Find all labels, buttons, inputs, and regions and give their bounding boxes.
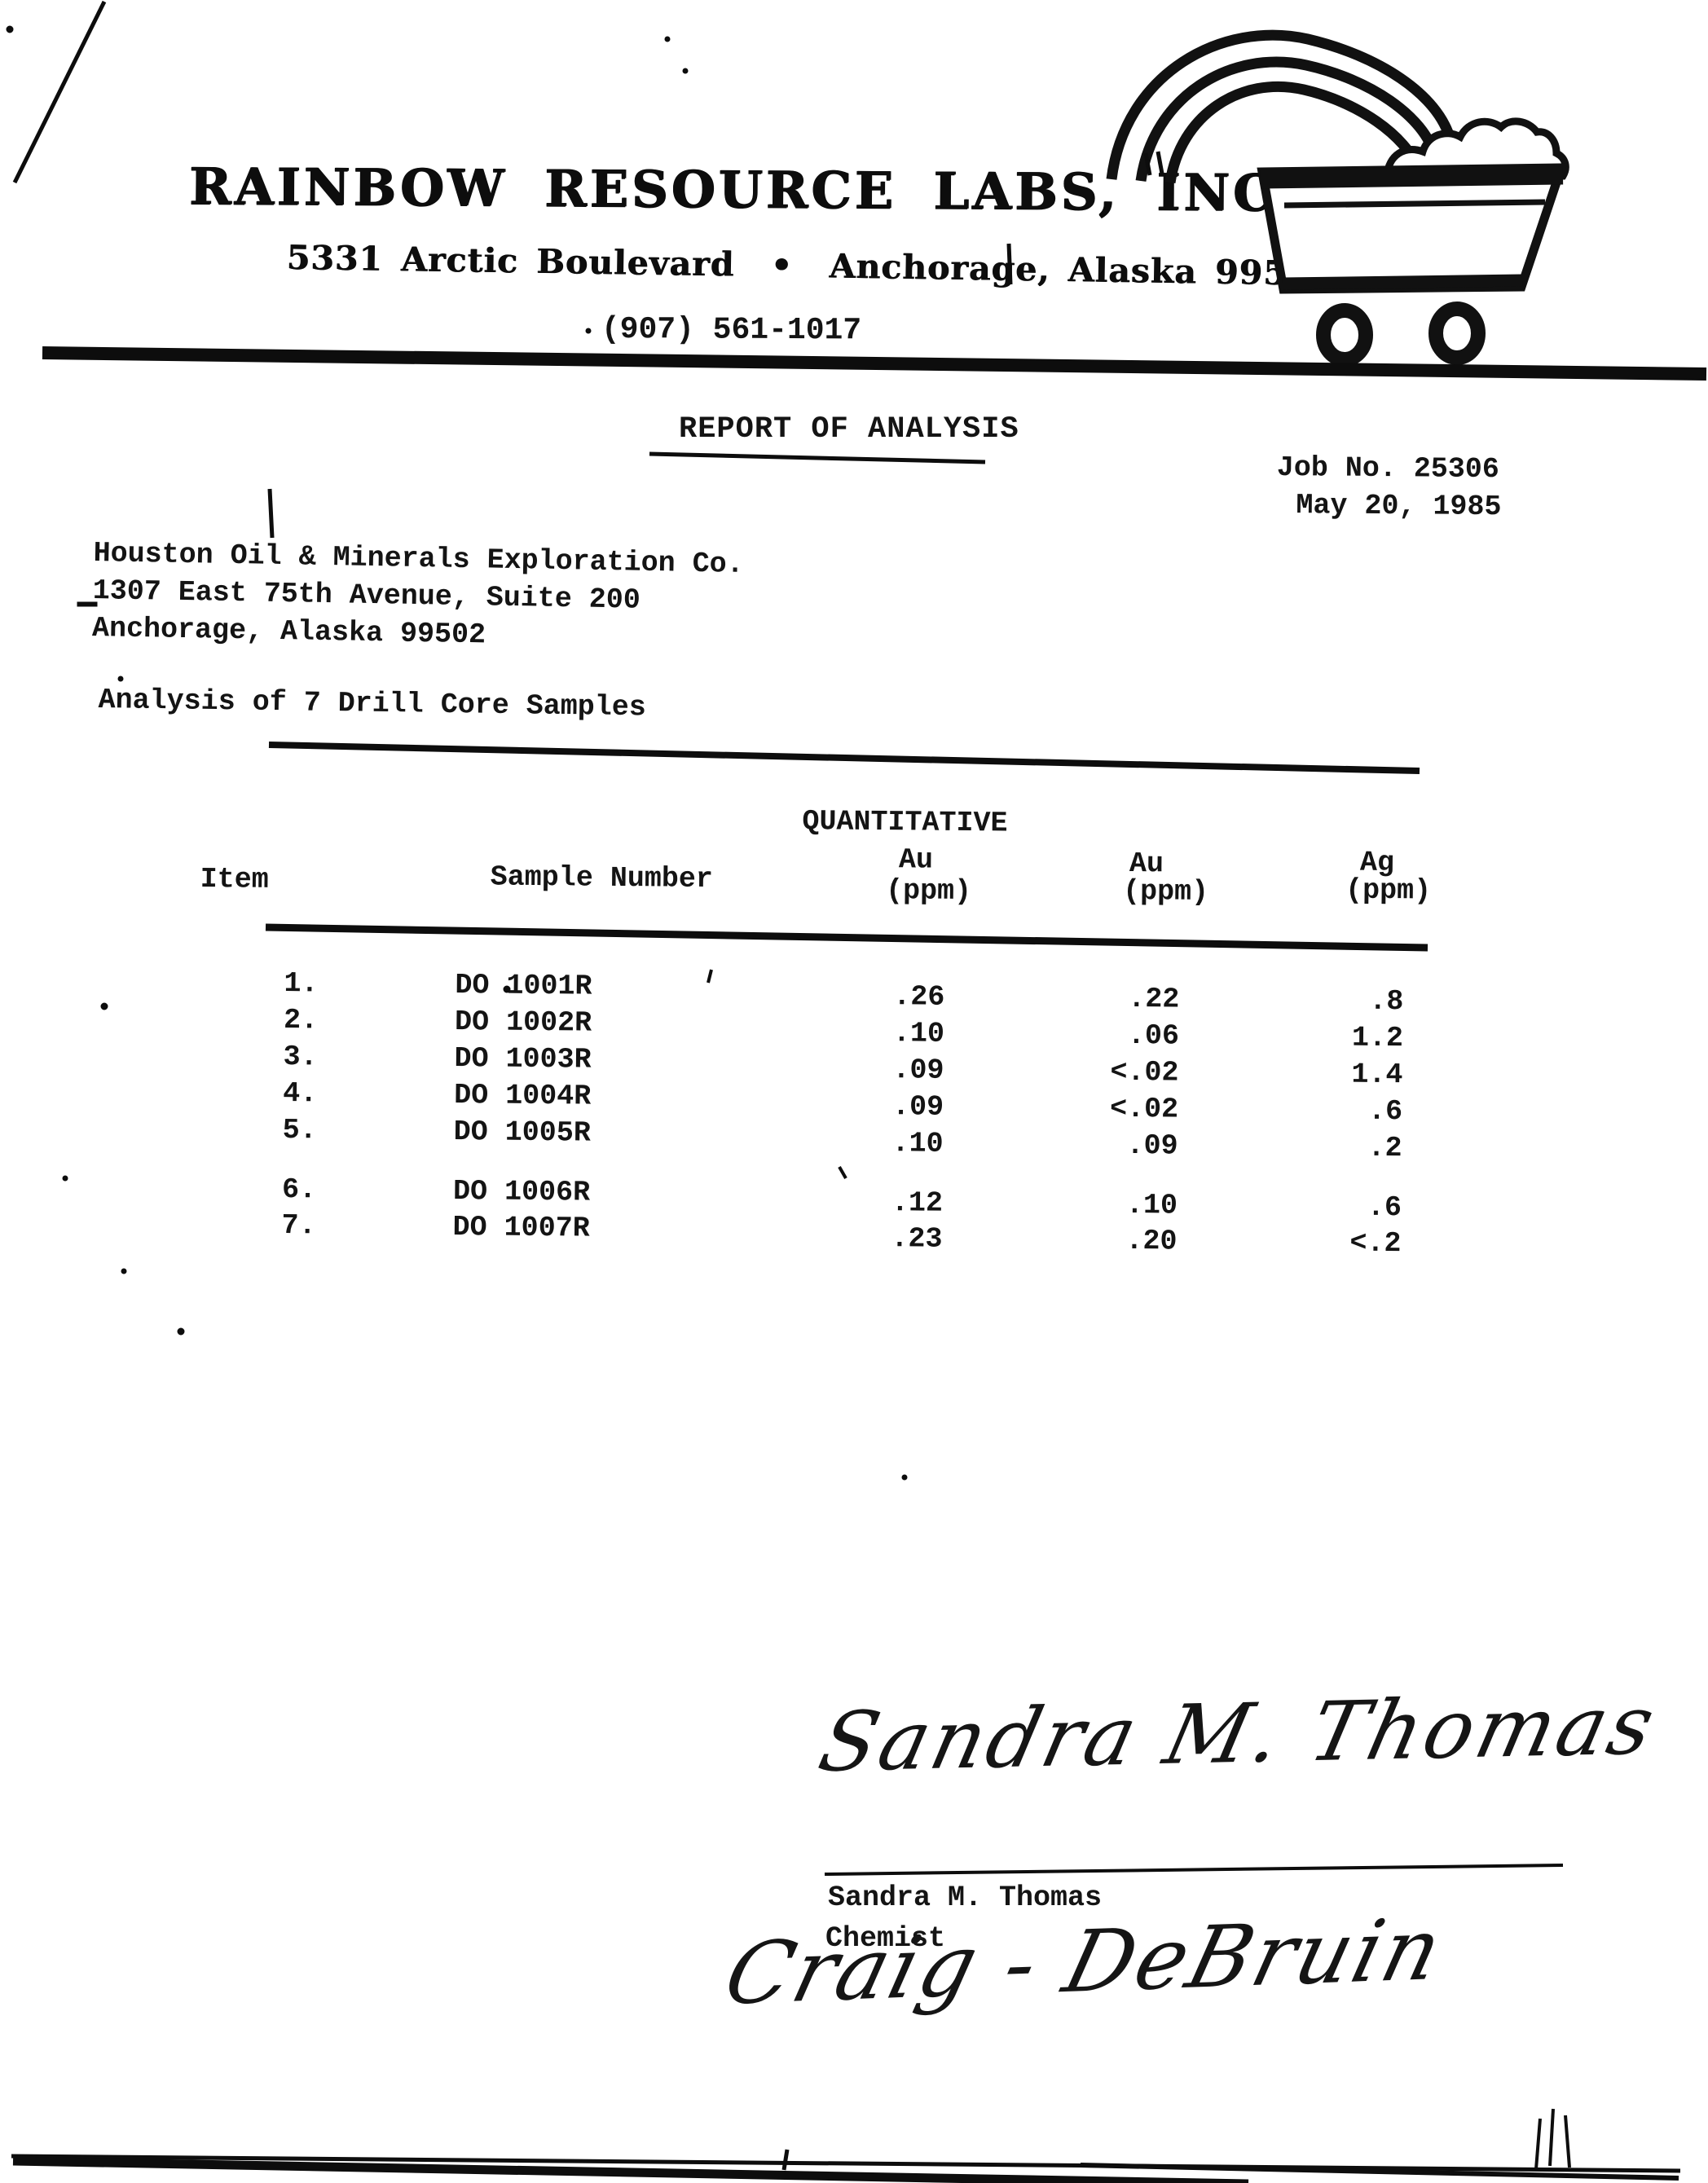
signature-line (824, 1864, 1564, 1876)
cell-au: .09 (1126, 1129, 1178, 1163)
speck-2 (664, 36, 671, 42)
scan-diagonal-line (12, 0, 107, 184)
cell-ag: .2 (1367, 1131, 1402, 1165)
cell-au_quant: .23 (891, 1222, 943, 1256)
job-number: Job No. 25306 (1276, 451, 1500, 486)
cell-sample: DO 1003R (454, 1042, 592, 1076)
report-title: REPORT OF ANALYSIS (679, 412, 1019, 447)
col-header-sample-number: Sample Number (490, 860, 713, 896)
cell-item: 3. (283, 1040, 318, 1074)
job-block: Job No. 25306 May 20, 1985 (1276, 449, 1502, 523)
report-date: May 20, 1985 (1296, 489, 1502, 524)
title-underline (649, 451, 986, 464)
col-header-ag-unit: (ppm) (1345, 874, 1432, 908)
cell-sample: DO 1004R (454, 1079, 592, 1113)
cell-item: 4. (283, 1076, 318, 1111)
col-header-au1-element: Au (898, 843, 934, 877)
report-subject: Analysis of 7 Drill Core Samples (98, 683, 647, 724)
ore-cart-icon (1257, 163, 1568, 367)
cell-item: 6. (281, 1173, 317, 1207)
speck-5 (117, 676, 124, 682)
col-header-item: Item (200, 862, 269, 896)
speck-8 (121, 1268, 127, 1274)
cell-sample: DO 1007R (452, 1210, 590, 1245)
bottom-noise-3 (1564, 2115, 1571, 2168)
cell-sample: DO 1001R (455, 969, 592, 1003)
speck-9 (177, 1327, 185, 1336)
rainbow-ore-cart-logo (1106, 29, 1569, 367)
cell-au_quant: .10 (891, 1127, 944, 1160)
cell-ag: <.2 (1349, 1226, 1402, 1261)
company-phone: (907) 561-1017 (601, 312, 862, 349)
bottom-scan-line-thin (11, 2154, 1681, 2173)
speck-7 (62, 1175, 68, 1182)
signer-typed-title: Chemist (825, 1922, 946, 1955)
bottom-scan-line-right (1080, 2163, 1679, 2181)
signature-script: Sandra M. Thomas (811, 1676, 1666, 1790)
stray-bar-minerals (267, 488, 275, 539)
bottom-noise-2 (1548, 2108, 1555, 2167)
handwritten-note: Craig - DeBruin (715, 1899, 1454, 2024)
cart-wheel-right (1428, 301, 1486, 365)
bottom-scan-line-thick (12, 2156, 1249, 2183)
speck-4 (585, 328, 592, 334)
speck-3 (682, 68, 689, 74)
cell-item: 1. (284, 966, 319, 1001)
assay-table: QUANTITATIVE Au Au Ag Item Sample Number… (196, 805, 1472, 1292)
rainbow-icon (1106, 29, 1456, 184)
cell-sample: DO 1006R (452, 1174, 591, 1209)
speck-6 (100, 1002, 108, 1010)
table-rule-top (268, 742, 1420, 774)
addressee-block: Houston Oil & Minerals Exploration Co. 1… (92, 535, 744, 651)
addressee-city: Anchorage, Alaska 99502 (91, 611, 486, 652)
col-group-header-quantitative: QUANTITATIVE (802, 805, 1008, 840)
cart-wheel-left (1316, 303, 1373, 367)
cell-au: .20 (1125, 1224, 1178, 1258)
stray-tick-bottom (781, 2149, 790, 2171)
ore-pile-icon (1383, 117, 1569, 180)
signer-typed-name: Sandra M. Thomas (828, 1882, 1103, 1914)
cell-item: 5. (282, 1113, 317, 1147)
cell-item: 2. (283, 1003, 319, 1037)
cell-sample: DO 1002R (454, 1006, 592, 1040)
speck-1 (6, 25, 14, 33)
col-header-au2-unit: (ppm) (1122, 874, 1209, 909)
speck-10 (901, 1474, 908, 1481)
cell-sample: DO 1005R (453, 1115, 591, 1150)
cell-item: 7. (281, 1208, 316, 1243)
col-header-au1-unit: (ppm) (885, 874, 972, 909)
bottom-noise-1 (1534, 2118, 1542, 2170)
